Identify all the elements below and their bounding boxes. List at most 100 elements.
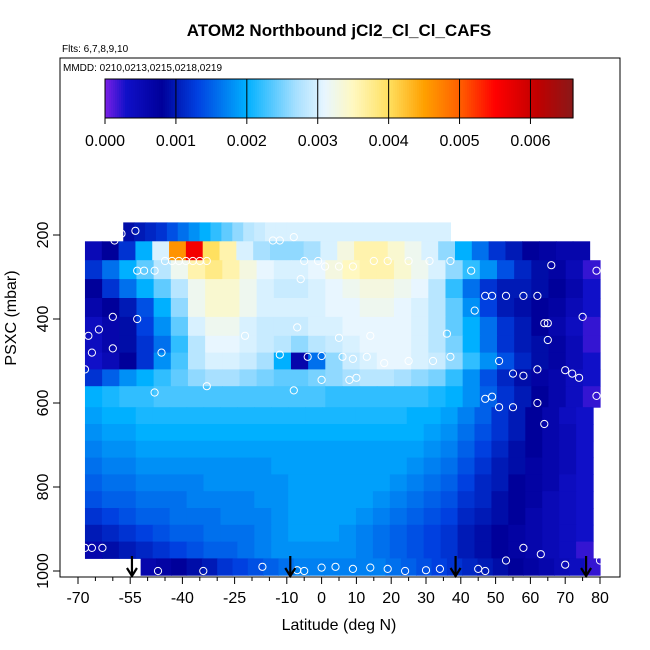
- heatmap-cell: [239, 352, 258, 370]
- colorbar-segment: [443, 79, 446, 118]
- colorbar-segment: [349, 79, 352, 118]
- heatmap-cell: [84, 335, 103, 354]
- observation-point: [536, 550, 545, 559]
- colorbar-segment: [565, 79, 568, 118]
- colorbar-segment: [501, 79, 504, 118]
- heatmap-cell: [479, 298, 498, 318]
- observation-point: [240, 331, 250, 340]
- heatmap-cell: [389, 474, 408, 492]
- heatmap-cell: [118, 424, 137, 442]
- heatmap-cell: [582, 260, 601, 280]
- heatmap-cell: [153, 298, 172, 318]
- observation-point: [160, 256, 170, 266]
- colorbar-segment: [193, 79, 196, 118]
- heatmap-cell: [491, 457, 509, 475]
- heatmap-cell: [522, 241, 540, 261]
- colorbar-segment: [121, 79, 124, 118]
- heatmap-cell: [372, 407, 391, 425]
- heatmap-cell: [339, 524, 357, 543]
- heatmap-cell: [492, 558, 509, 576]
- heatmap-cell: [101, 524, 120, 543]
- heatmap-cell: [152, 407, 171, 425]
- heatmap-cell: [514, 316, 532, 337]
- heatmap-cell: [496, 352, 515, 370]
- heatmap-cell: [273, 369, 292, 387]
- colorbar-segment: [203, 79, 206, 118]
- heatmap-cell: [439, 222, 451, 242]
- heatmap-cell: [264, 222, 277, 242]
- colorbar-segment: [237, 79, 240, 118]
- heatmap-cell: [523, 558, 540, 576]
- colorbar-segment: [295, 79, 298, 118]
- observation-point: [540, 319, 549, 328]
- colorbar-segment: [281, 79, 284, 118]
- heatmap-cell: [542, 407, 560, 425]
- heatmap-cell: [288, 457, 306, 475]
- heatmap-cell: [220, 524, 238, 543]
- heatmap-cell: [219, 241, 237, 261]
- colorbar-tick-label: 0.006: [510, 133, 550, 150]
- heatmap-cell: [308, 279, 326, 299]
- heatmap-cell: [322, 508, 340, 526]
- colorbar-segment: [147, 79, 150, 118]
- colorbar-segment: [217, 79, 220, 118]
- observation-point: [362, 352, 371, 361]
- heatmap-cell: [305, 407, 323, 425]
- heatmap-cell: [531, 352, 550, 370]
- heatmap-cell: [393, 260, 412, 280]
- heatmap-cell: [202, 241, 221, 261]
- colorbar-segment: [521, 79, 524, 118]
- observation-point: [568, 369, 577, 378]
- heatmap-cell: [305, 424, 323, 442]
- heatmap-cell: [84, 386, 103, 408]
- colorbar-segment: [403, 79, 406, 118]
- heatmap-cell: [411, 352, 429, 370]
- heatmap-cell: [491, 424, 509, 442]
- heatmap-cell: [582, 386, 601, 408]
- heatmap-cell: [308, 298, 326, 318]
- heatmap-cell: [393, 369, 412, 387]
- heatmap-cell: [220, 440, 238, 459]
- heatmap-cell: [253, 241, 271, 261]
- colorbar-segment: [221, 79, 224, 118]
- observation-point: [519, 543, 528, 553]
- heatmap-cell: [84, 279, 103, 299]
- heatmap-cell: [220, 508, 238, 526]
- heatmap-cell: [474, 424, 493, 442]
- observation-point: [117, 229, 126, 238]
- heatmap-cell: [423, 508, 442, 526]
- colorbar-segment: [223, 79, 226, 118]
- heatmap-cell: [290, 279, 309, 299]
- colorbar-tick-label: 0.002: [227, 133, 267, 150]
- heatmap-cell: [275, 222, 288, 242]
- colorbar-segment: [195, 79, 198, 118]
- heatmap-cell: [123, 222, 135, 242]
- colorbar-segment: [267, 79, 270, 118]
- heatmap-cell: [254, 407, 272, 425]
- colorbar-segment: [209, 79, 212, 118]
- colorbar-segment: [557, 79, 560, 118]
- heatmap-cell: [273, 352, 292, 370]
- heatmap-cell: [322, 541, 340, 559]
- heatmap-cell: [359, 316, 378, 337]
- colorbar-segment: [397, 79, 400, 118]
- heatmap-cell: [538, 558, 555, 576]
- observation-point: [470, 306, 479, 315]
- heatmap-cell: [474, 440, 493, 459]
- observation-point: [366, 331, 375, 340]
- observation-point: [87, 543, 97, 553]
- heatmap-cell: [457, 524, 476, 543]
- heatmap-cell: [411, 369, 429, 387]
- heatmap-cell: [389, 457, 408, 475]
- colorbar-segment: [293, 79, 296, 118]
- heatmap-cell: [152, 541, 171, 559]
- colorbar-segment: [155, 79, 158, 118]
- heatmap-cell: [153, 369, 172, 387]
- observation-point: [481, 566, 490, 576]
- heatmap-cell: [384, 222, 397, 242]
- heatmap-cell: [525, 541, 543, 559]
- heatmap-cell: [185, 241, 204, 261]
- heatmap-cell: [256, 352, 275, 370]
- observation-point: [153, 566, 163, 576]
